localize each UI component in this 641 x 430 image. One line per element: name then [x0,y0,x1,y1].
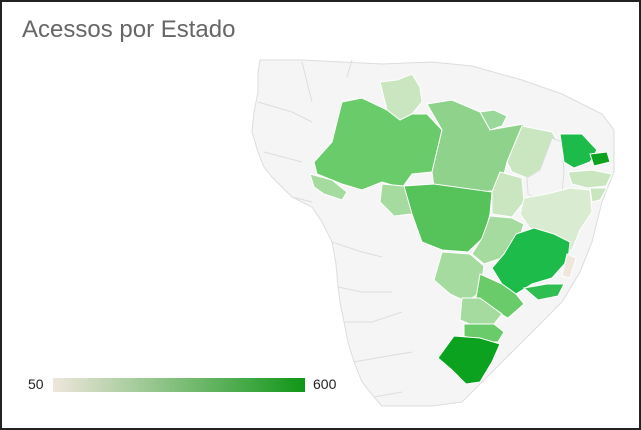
state-rio-grande-do-norte [589,151,611,167]
chart-title: Acessos por Estado [22,16,236,43]
color-legend-gradient [53,378,305,392]
state-tocantins [491,171,525,218]
legend-max-label: 600 [313,376,337,392]
neighbor-border-lines [257,59,413,398]
state-minas-gerais [491,227,571,295]
state-mato-grosso-do-sul [433,251,485,303]
state-acre [309,173,348,201]
state-espirito-santo [561,253,577,279]
state-paraiba-pernambuco [567,169,613,189]
legend-min-label: 50 [28,376,44,392]
state-ceara [559,133,598,169]
state-mato-grosso [403,183,493,253]
state-rio-grande-do-sul [437,335,501,385]
state-amazonas [313,97,443,191]
state-bahia [519,187,593,255]
state-sergipe-alagoas [589,187,608,203]
state-rio-de-janeiro [522,283,565,301]
